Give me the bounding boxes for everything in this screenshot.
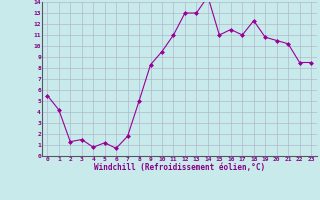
X-axis label: Windchill (Refroidissement éolien,°C): Windchill (Refroidissement éolien,°C)	[94, 163, 265, 172]
